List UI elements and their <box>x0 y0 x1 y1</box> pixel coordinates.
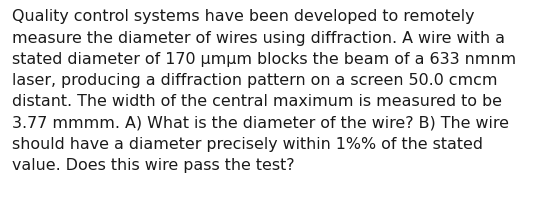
Text: Quality control systems have been developed to remotely
measure the diameter of : Quality control systems have been develo… <box>12 9 516 173</box>
